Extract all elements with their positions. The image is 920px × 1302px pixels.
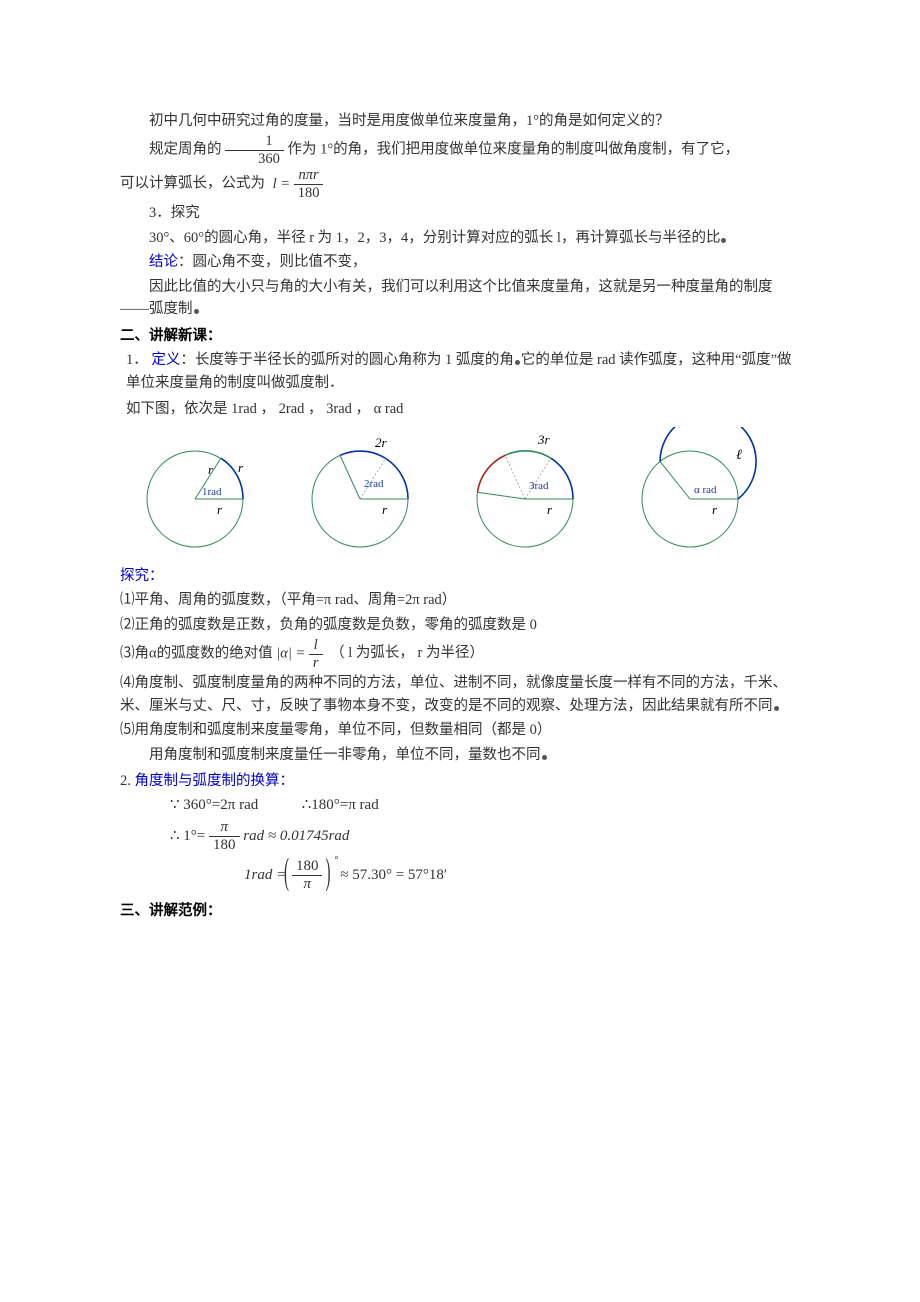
frac-l-r-den: r (309, 654, 323, 671)
frac-pi-180: π 180 (209, 820, 240, 853)
frac-180-pi-num: 180 (292, 859, 323, 875)
svg-text:2r: 2r (375, 435, 388, 450)
frac-l-r-num: l (309, 638, 323, 654)
intro-p2-b: 作为 1°的角，我们把用度做单位来度量角的制度叫做角度制，有了它， (288, 142, 740, 158)
jielun-line: 结论：圆心角不变，则比值不变， (120, 251, 800, 273)
jielun-label: 结论 (149, 254, 178, 270)
svg-text:r: r (238, 460, 244, 475)
frac-npir-180-den: 180 (294, 184, 324, 201)
circle-1rad: r r r 1rad (147, 451, 244, 547)
item-5b: 用角度制和弧度制来度量任一非零角，单位不同，量数也不同 (120, 744, 800, 766)
conv-line1-b: ∴180°=π rad (302, 797, 379, 813)
svg-text:r: r (712, 502, 718, 517)
svg-text:α rad: α rad (694, 484, 717, 496)
svg-text:r: r (382, 502, 388, 517)
circle-2rad: 2r r 2rad (312, 435, 408, 547)
conv-line1-a: ∵ 360°=2π rad (170, 797, 258, 813)
intro-p3: 可以计算弧长，公式为 l = nπr 180 (120, 168, 800, 200)
item-5a: ⑸用角度制和弧度制来度量零角，单位不同，但数量相同（都是 0） (120, 719, 800, 741)
def-rest1: ：长度等于半径长的弧所对的圆心角称为 1 弧度的角 (180, 352, 514, 368)
frac-1-360-den: 360 (225, 150, 284, 167)
conv-line1: ∵ 360°=2π rad ∴180°=π rad (120, 794, 800, 817)
def-num: 1． (126, 352, 148, 368)
def-label: 定义 (151, 352, 180, 368)
tanjiu-num-text: 3．探究 (149, 205, 200, 221)
period-dot (721, 238, 726, 243)
conv-line3-pre: 1rad = (244, 867, 286, 883)
page: 初中几何中研究过角的度量，当时是用度做单位来度量角，1°的角是如何定义的？ 规定… (0, 0, 920, 1302)
frac-pi-180-den: 180 (209, 836, 240, 853)
item-3-post: （ l 为弧长， r 为半径） (330, 645, 484, 661)
frac-npir-180: nπr 180 (294, 168, 324, 200)
def-line: 1． 定义：长度等于半径长的弧所对的圆心角称为 1 弧度的角它的单位是 rad … (120, 349, 800, 394)
intro-p3-a: 可以计算弧长，公式为 (120, 176, 265, 192)
frac-npir-180-num: nπr (294, 168, 324, 184)
conv-line2-pre: ∴ 1°= (170, 828, 205, 844)
svg-text:2rad: 2rad (364, 478, 384, 490)
conv-line3-post: ≈ 57.30° = 57°18′ (340, 867, 447, 883)
svg-text:r: r (547, 502, 553, 517)
circle-3rad: 3r r 3rad (477, 432, 573, 547)
frac-pi-180-num: π (209, 820, 240, 836)
svg-text:ℓ: ℓ (736, 448, 742, 463)
frac-l-r: l r (309, 638, 323, 670)
item-1: ⑴平角、周角的弧度数，（平角=π rad、周角=2π rad） (120, 589, 800, 611)
circle-alpharad: ℓ r α rad (642, 427, 756, 547)
conv-line2-post: rad ≈ 0.01745rad (243, 828, 349, 844)
item-3-lhs: |α| = (276, 645, 305, 661)
jielun-p2: 因此比值的大小只与角的大小有关，我们可以利用这个比值来度量角，这就是另一种度量角… (120, 276, 800, 321)
item-2: ⑵正角的弧度数是正数，负角的弧度数是负数，零角的弧度数是 0 (120, 614, 800, 636)
radian-svg: r r r 1rad 2r r 2rad (120, 427, 780, 557)
item-3: ⑶角α的弧度数的绝对值 |α| = l r （ l 为弧长， r 为半径） (120, 638, 800, 670)
svg-text:3r: 3r (537, 432, 551, 447)
tanjiu2-label: 探究： (120, 565, 800, 587)
conv-num: 2. (120, 773, 135, 789)
item-4: ⑷角度制、弧度制度量角的两种不同的方法，单位、进制不同，就像度量长度一样有不同的… (120, 672, 800, 717)
intro-p1: 初中几何中研究过角的度量，当时是用度做单位来度量角，1°的角是如何定义的？ (120, 110, 800, 132)
svg-text:3rad: 3rad (529, 480, 549, 492)
period-dot-4 (774, 706, 779, 711)
intro-p2-a: 规定周角的 (149, 142, 222, 158)
jielun-rest: ：圆心角不变，则比值不变， (178, 254, 367, 270)
rad-intro: 如下图，依次是 1rad ， 2rad ， 3rad ， α rad (120, 398, 800, 420)
frac-180-pi-den: π (292, 875, 323, 892)
jielun-p2-text: 因此比值的大小只与角的大小有关，我们可以利用这个比值来度量角，这就是另一种度量角… (120, 279, 773, 317)
svg-text:1rad: 1rad (202, 486, 222, 498)
svg-text:r: r (217, 502, 223, 517)
frac-1-360: 1 360 (225, 134, 284, 166)
item-5b-text: 用角度制和弧度制来度量任一非零角，单位不同，量数也不同 (149, 747, 541, 763)
period-dot-5 (542, 755, 547, 760)
item-3-pre: ⑶角α的弧度数的绝对值 (120, 645, 276, 661)
radian-diagram-row: r r r 1rad 2r r 2rad (120, 427, 800, 557)
section-2-title: 二、讲解新课： (120, 325, 800, 347)
frac-1-360-num: 1 (225, 134, 284, 150)
conv-title-line: 2. 角度制与弧度制的换算： (120, 770, 800, 792)
intro-p2: 规定周角的 1 360 作为 1°的角，我们把用度做单位来度量角的制度叫做角度制… (120, 134, 800, 166)
conv-label: 角度制与弧度制的换算： (135, 773, 295, 789)
svg-text:r: r (208, 462, 214, 477)
period-dot-3 (515, 360, 520, 365)
formula-l-eq: l = (273, 176, 290, 192)
conv-line3: 1rad = 180 π ( ) ° ≈ 57.30° = 57°18′ (120, 859, 800, 892)
item-4-text: ⑷角度制、弧度制度量角的两种不同的方法，单位、进制不同，就像度量长度一样有不同的… (120, 675, 787, 713)
tanjiu-body-text: 30°、60°的圆心角，半径 r 为 1，2，3，4，分别计算对应的弧长 l，再… (149, 230, 720, 246)
conv-line2: ∴ 1°= π 180 rad ≈ 0.01745rad (120, 820, 800, 853)
tanjiu-body: 30°、60°的圆心角，半径 r 为 1，2，3，4，分别计算对应的弧长 l，再… (120, 227, 800, 249)
section-3-title: 三、讲解范例： (120, 900, 800, 922)
tanjiu-num: 3．探究 (120, 202, 800, 224)
frac-180-pi: 180 π (292, 859, 323, 892)
intro-p1-text: 初中几何中研究过角的度量，当时是用度做单位来度量角，1°的角是如何定义的？ (149, 113, 670, 129)
period-dot-2 (194, 309, 199, 314)
